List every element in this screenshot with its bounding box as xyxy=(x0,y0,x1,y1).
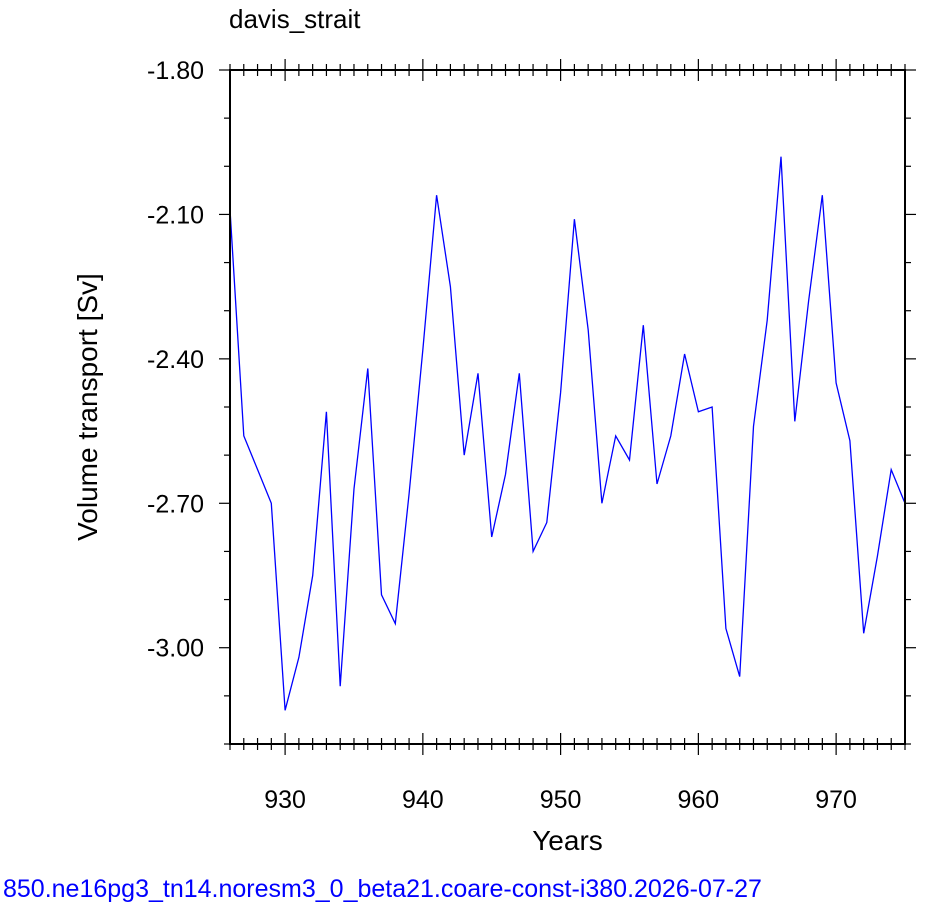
series-group xyxy=(229,156,906,711)
x-tick-label: 930 xyxy=(264,786,306,814)
y-tick-label: -3.00 xyxy=(147,635,204,663)
y-tick-label: -1.80 xyxy=(147,57,204,85)
series-line xyxy=(229,156,906,711)
x-tick-label: 940 xyxy=(402,786,444,814)
chart-title: davis_strait xyxy=(229,4,361,34)
y-tick-label: -2.40 xyxy=(147,346,204,374)
y-tick-label: -2.70 xyxy=(147,490,204,518)
plot-frame xyxy=(229,69,906,745)
x-axis-title: Years xyxy=(532,825,603,856)
y-axis-title: Volume transport [Sv] xyxy=(72,273,103,541)
x-tick-label: 970 xyxy=(815,786,857,814)
x-tick-label: 960 xyxy=(678,786,720,814)
footer-run-id: 850.ne16pg3_tn14.noresm3_0_beta21.coare-… xyxy=(3,875,762,903)
axis-ticks xyxy=(219,59,916,755)
tick-labels: 930 940 950 960 970 -1.80 -2.10 -2.40 -2.70 -3.00 xyxy=(147,57,857,814)
y-tick-label: -2.10 xyxy=(147,201,204,229)
x-tick-label: 950 xyxy=(540,786,582,814)
